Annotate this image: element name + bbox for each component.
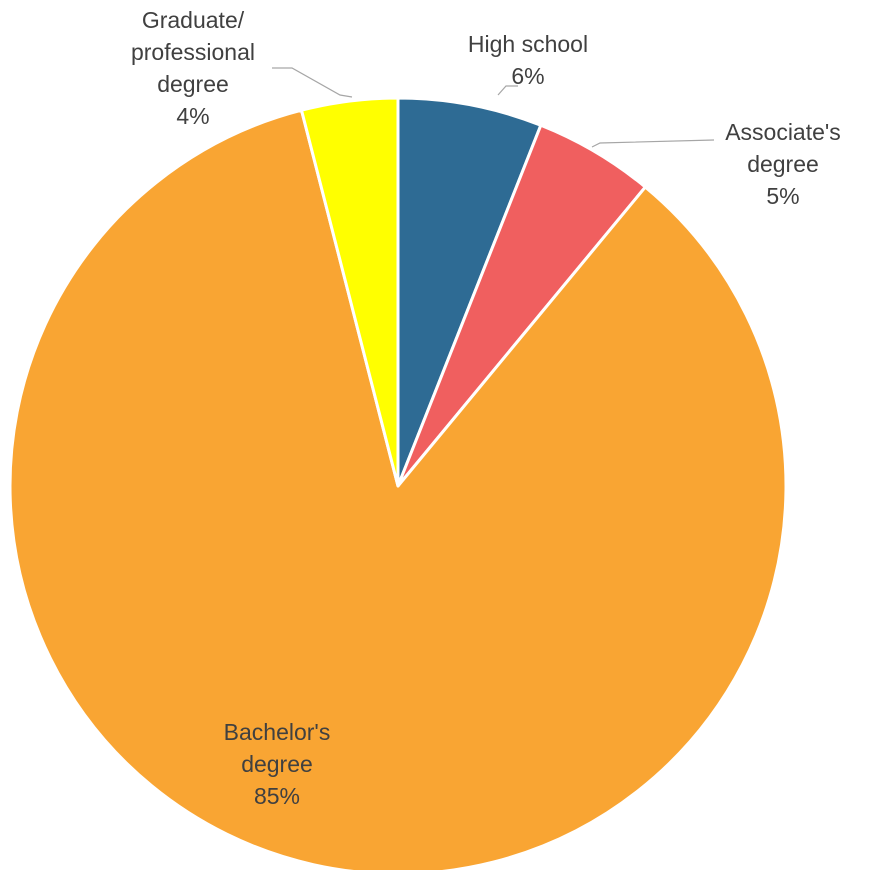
data-labels: High school 6% Associate's degree 5% Bachelor…	[131, 7, 841, 809]
data-label-percent: 4%	[176, 103, 209, 129]
data-label-high-school: High school 6%	[468, 31, 588, 89]
data-label-percent: 6%	[511, 63, 544, 89]
pie-slice-bachelor-s-degree	[8, 108, 788, 870]
leader-line-associate-s-degree	[591, 139, 715, 148]
data-label-line: High school	[468, 31, 588, 57]
leader-line-high-school	[497, 85, 518, 96]
data-label-line: degree	[157, 71, 229, 97]
data-label-line: degree	[241, 751, 313, 777]
data-label-line: degree	[747, 151, 819, 177]
data-label-line: professional	[131, 39, 255, 65]
data-label-line: Bachelor's	[224, 719, 331, 745]
leader-lines	[272, 67, 715, 148]
data-label-graduate-professional-degree: Graduate/professional degree 4%	[131, 7, 255, 129]
data-label-percent: 5%	[766, 183, 799, 209]
leader-line-graduate-professional-degree	[272, 67, 353, 98]
pie-slice-graduate-professional-degree	[300, 96, 400, 488]
data-label-percent: 85%	[254, 783, 300, 809]
data-label-line: Graduate/	[142, 7, 245, 33]
data-label-bachelor-s-degree: Bachelor's degree 85%	[224, 719, 331, 809]
data-label-associate-s-degree: Associate's degree 5%	[725, 119, 841, 209]
pie-slice-high-school	[396, 96, 543, 488]
data-label-line: Associate's	[725, 119, 841, 145]
pie-slices	[8, 96, 788, 870]
